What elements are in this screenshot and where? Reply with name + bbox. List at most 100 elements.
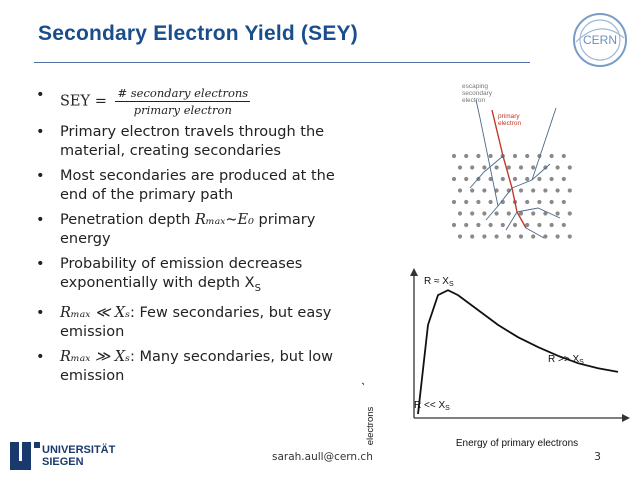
escaping-track xyxy=(531,107,557,181)
atom-dot xyxy=(555,165,560,170)
atom-dot xyxy=(464,222,469,228)
y-axis-label: Number of secondaryelectrons xyxy=(362,380,376,452)
atom-dot xyxy=(537,176,542,182)
annotation-r-greater-xs: R >> XS xyxy=(548,354,584,366)
atom-dot xyxy=(555,211,560,216)
atom-dot xyxy=(567,165,572,170)
bullet-probability: • Probability of emission decreases expo… xyxy=(36,256,303,294)
atom-dot xyxy=(457,165,463,170)
atom-dot xyxy=(518,234,524,239)
bullet-text-post: : Few secondaries, but easy emission xyxy=(60,304,332,340)
university-siegen-logo xyxy=(10,442,40,470)
atom-dot xyxy=(457,188,463,193)
bullet-penetration-depth: • Penetration depth Rₘₐₓ~E₀ primary ener… xyxy=(36,212,316,247)
bullet-primary-travels: • Primary electron travels through the m… xyxy=(36,124,325,159)
atom-dot xyxy=(482,165,487,170)
bullet-text: Primary electron travels through the mat… xyxy=(60,124,325,159)
atom-dot xyxy=(549,176,554,182)
bullet-rmax-less: • Rₘₐₓ ≪ Xₛ: Few secondaries, but easy e… xyxy=(36,304,332,340)
atom-dot xyxy=(457,211,463,216)
escaping-track xyxy=(475,99,499,207)
secondary-track xyxy=(516,207,561,219)
label-escaping-secondary: escaping secondary electron xyxy=(462,83,493,104)
atom-dot xyxy=(555,188,560,193)
atom-dot xyxy=(561,153,566,159)
annotation-r-approx-xs: R ≈ XS xyxy=(424,276,454,288)
atom-dot xyxy=(525,176,530,182)
atom-dot xyxy=(451,176,457,182)
atom-dot xyxy=(482,188,487,193)
atom-dot xyxy=(506,188,511,193)
bullet-math: Rₘₐₓ ≫ Xₛ xyxy=(60,348,131,365)
atom-dot xyxy=(543,234,548,239)
university-name: UNIVERSITÄT SIEGEN xyxy=(42,444,116,468)
atom-dot xyxy=(476,222,481,228)
bullet-sey-definition: • SEY = # secondary electrons primary el… xyxy=(36,86,251,117)
atom-dot xyxy=(464,176,469,182)
sey-curve xyxy=(417,289,619,415)
atom-dot xyxy=(561,199,566,205)
atom-dot xyxy=(470,165,475,170)
atom-dot xyxy=(531,211,536,216)
atom-lattice xyxy=(451,153,572,239)
secondary-track xyxy=(525,227,545,239)
atom-dot xyxy=(494,188,499,193)
atom-dot xyxy=(482,234,487,239)
atom-dot xyxy=(482,211,487,216)
footer-email: sarah.aull@cern.ch xyxy=(272,451,373,463)
atom-dot xyxy=(500,222,505,228)
atom-dot xyxy=(512,222,518,228)
atom-dot xyxy=(543,188,548,193)
atom-dot xyxy=(457,234,463,239)
atom-dot xyxy=(476,199,481,205)
sey-chart: Number of secondaryelectrons Energy of p… xyxy=(362,268,630,452)
atom-dot xyxy=(470,211,475,216)
secondary-track xyxy=(469,155,504,189)
atom-dot xyxy=(525,222,530,228)
atom-dot xyxy=(549,153,554,159)
atom-dot xyxy=(512,176,518,182)
atom-dot xyxy=(518,211,524,216)
atom-dot xyxy=(464,153,469,159)
atom-dot xyxy=(470,234,475,239)
atom-dot xyxy=(512,153,518,159)
sey-numerator: # secondary electrons xyxy=(115,86,251,102)
atom-dot xyxy=(494,211,499,216)
bullet-text-post: primary energy xyxy=(60,212,316,247)
atom-dot xyxy=(488,222,493,228)
title-divider xyxy=(34,62,530,63)
atom-dot xyxy=(451,222,457,228)
bullet-text: Most secondaries are produced at the end… xyxy=(60,168,335,203)
atom-dot xyxy=(494,165,499,170)
sey-denominator: primary electron xyxy=(133,103,232,117)
atom-dot xyxy=(488,153,493,159)
atom-dot xyxy=(567,234,572,239)
atom-dot xyxy=(476,153,481,159)
slide-title: Secondary Electron Yield (SEY) xyxy=(38,22,358,45)
atom-dot xyxy=(518,188,524,193)
x-axis-label: Energy of primary electrons xyxy=(456,438,578,449)
atom-dot xyxy=(488,199,493,205)
atom-dot xyxy=(549,199,554,205)
label-primary-electron: primary electron xyxy=(498,113,522,127)
atom-dot xyxy=(531,188,536,193)
secondary-emission-diagram: escaping secondary electron primary electro… xyxy=(451,83,572,239)
atom-dot xyxy=(470,188,475,193)
atom-dot xyxy=(451,199,457,205)
atom-dot xyxy=(464,199,469,205)
bullet-text-pre: Penetration depth xyxy=(60,212,195,228)
bullet-math: Rₘₐₓ~E₀ xyxy=(195,212,254,228)
atom-dot xyxy=(537,199,542,205)
atom-dot xyxy=(518,165,524,170)
atom-dot xyxy=(567,211,572,216)
atom-dot xyxy=(525,199,530,205)
secondary-tracks xyxy=(469,99,561,239)
atom-dot xyxy=(531,234,536,239)
sey-prefix: SEY = xyxy=(60,93,107,110)
x-axis-arrow xyxy=(622,414,630,422)
atom-dot xyxy=(549,222,554,228)
atom-dot xyxy=(555,234,560,239)
atom-dot xyxy=(531,165,536,170)
bullet-math: Rₘₐₓ ≪ Xₛ xyxy=(60,304,131,321)
